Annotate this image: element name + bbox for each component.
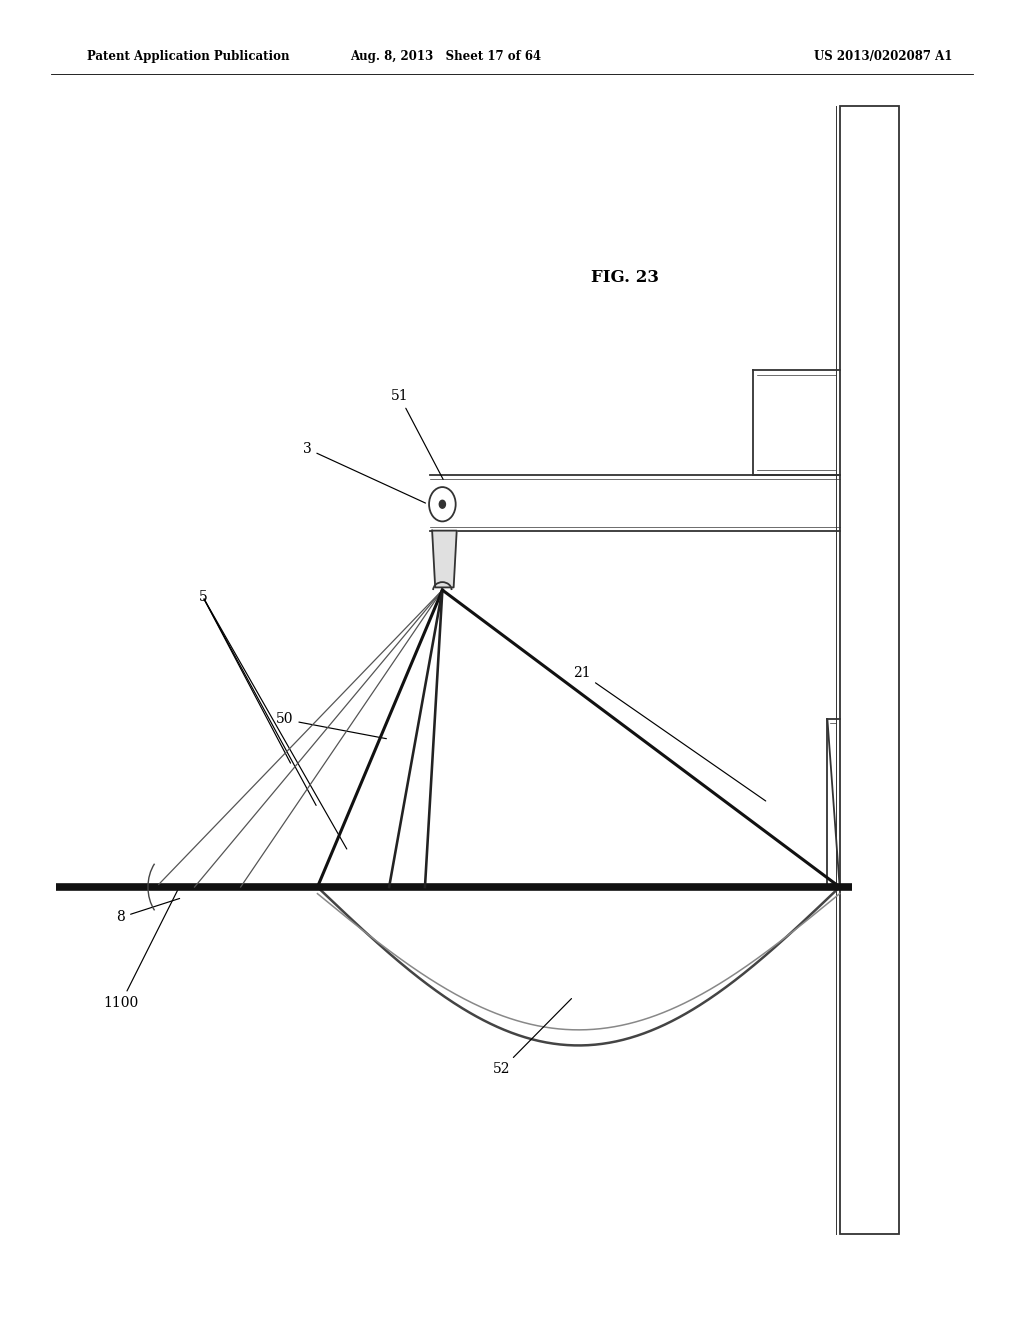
Text: 50: 50 bbox=[275, 713, 386, 739]
Text: 51: 51 bbox=[390, 389, 443, 479]
Text: 8: 8 bbox=[117, 899, 179, 924]
Text: 1100: 1100 bbox=[103, 890, 178, 1010]
Text: Patent Application Publication: Patent Application Publication bbox=[87, 50, 290, 63]
Text: Aug. 8, 2013   Sheet 17 of 64: Aug. 8, 2013 Sheet 17 of 64 bbox=[350, 50, 541, 63]
Text: 5: 5 bbox=[199, 590, 207, 603]
Text: 52: 52 bbox=[493, 998, 571, 1076]
Text: US 2013/0202087 A1: US 2013/0202087 A1 bbox=[814, 50, 952, 63]
Text: 21: 21 bbox=[572, 667, 766, 801]
Text: FIG. 23: FIG. 23 bbox=[591, 269, 658, 285]
Circle shape bbox=[439, 500, 445, 508]
Polygon shape bbox=[432, 531, 457, 587]
Bar bbox=[840, 106, 899, 1234]
Text: 3: 3 bbox=[303, 442, 426, 503]
Circle shape bbox=[429, 487, 456, 521]
